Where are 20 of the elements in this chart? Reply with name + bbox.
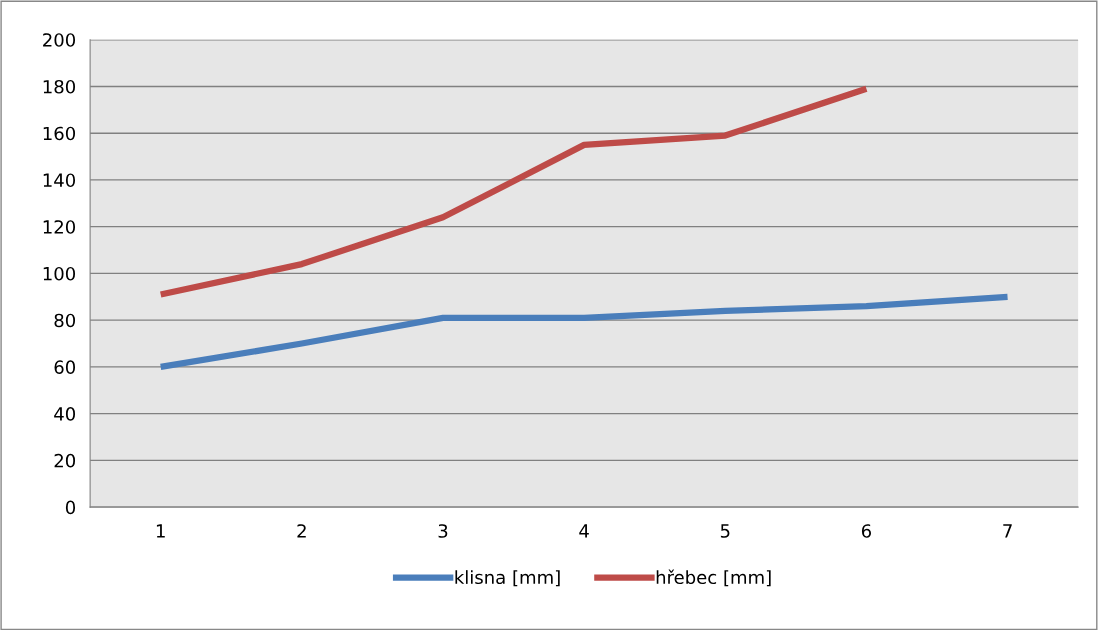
legend-label: hřebec [mm] — [656, 569, 771, 587]
y-tick-label: 100 — [43, 266, 76, 281]
x-tick-label: 3 — [438, 524, 448, 538]
x-tick-label: 2 — [297, 524, 306, 538]
x-tick-label: 4 — [579, 524, 589, 538]
legend-label: klisna [mm] — [455, 570, 560, 587]
x-tick-label: 7 — [1003, 524, 1012, 538]
x-tick-label: 5 — [720, 524, 730, 538]
y-tick-label: 0 — [65, 500, 76, 515]
y-tick-label: 200 — [43, 33, 76, 47]
y-tick-label: 60 — [54, 360, 76, 375]
y-tick-label: 160 — [43, 126, 76, 141]
y-tick-label: 180 — [43, 79, 76, 94]
x-tick-label: 6 — [861, 524, 872, 538]
y-tick-label: 140 — [43, 173, 76, 188]
y-tick-label: 20 — [54, 453, 76, 468]
y-tick-label: 40 — [54, 407, 76, 421]
y-tick-label: 80 — [54, 313, 76, 328]
y-tick-label: 120 — [43, 220, 76, 234]
x-tick-label: 1 — [156, 524, 165, 538]
